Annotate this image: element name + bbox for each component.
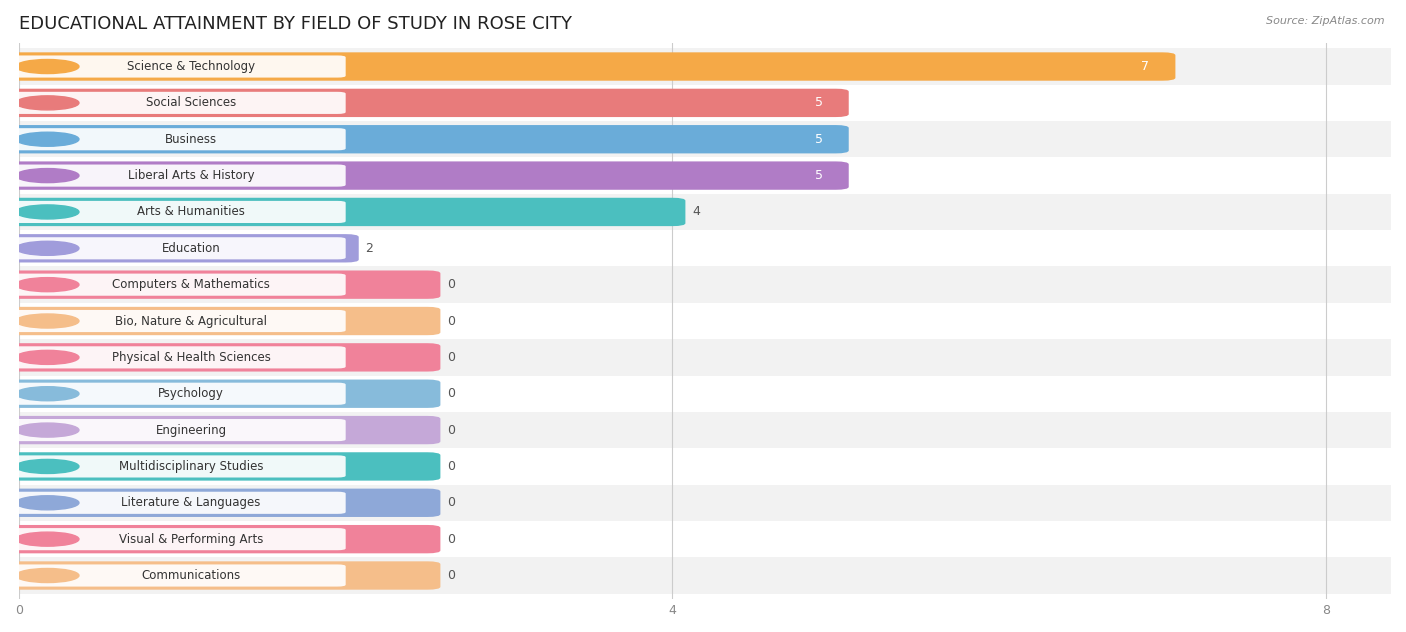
Bar: [0, 85, 1406, 121]
Text: Education: Education: [162, 242, 221, 255]
Bar: [0, 485, 1406, 521]
Circle shape: [15, 205, 79, 219]
FancyBboxPatch shape: [6, 125, 849, 154]
FancyBboxPatch shape: [11, 201, 346, 223]
Text: 0: 0: [447, 533, 456, 545]
Circle shape: [15, 459, 79, 473]
FancyBboxPatch shape: [6, 52, 1175, 81]
Text: 4: 4: [692, 205, 700, 219]
FancyBboxPatch shape: [11, 128, 346, 150]
Text: 5: 5: [814, 169, 823, 182]
Circle shape: [15, 169, 79, 183]
Text: 7: 7: [1142, 60, 1149, 73]
FancyBboxPatch shape: [6, 234, 359, 262]
Text: Science & Technology: Science & Technology: [127, 60, 254, 73]
Bar: [0, 448, 1406, 485]
Text: 5: 5: [814, 133, 823, 146]
Circle shape: [15, 350, 79, 365]
Text: Bio, Nature & Agricultural: Bio, Nature & Agricultural: [115, 315, 267, 327]
FancyBboxPatch shape: [11, 237, 346, 259]
Text: Liberal Arts & History: Liberal Arts & History: [128, 169, 254, 182]
FancyBboxPatch shape: [6, 561, 440, 590]
FancyBboxPatch shape: [6, 88, 849, 117]
Text: 0: 0: [447, 351, 456, 364]
Text: EDUCATIONAL ATTAINMENT BY FIELD OF STUDY IN ROSE CITY: EDUCATIONAL ATTAINMENT BY FIELD OF STUDY…: [20, 15, 572, 33]
FancyBboxPatch shape: [6, 525, 440, 554]
FancyBboxPatch shape: [11, 164, 346, 186]
Text: 0: 0: [447, 569, 456, 582]
Circle shape: [15, 96, 79, 110]
FancyBboxPatch shape: [11, 346, 346, 368]
Text: Communications: Communications: [142, 569, 240, 582]
Text: Computers & Mathematics: Computers & Mathematics: [112, 278, 270, 291]
Text: Social Sciences: Social Sciences: [146, 96, 236, 109]
Text: 0: 0: [447, 315, 456, 327]
Text: 0: 0: [447, 387, 456, 400]
Circle shape: [15, 532, 79, 546]
Circle shape: [15, 277, 79, 292]
FancyBboxPatch shape: [6, 489, 440, 517]
Text: 0: 0: [447, 460, 456, 473]
Bar: [0, 303, 1406, 339]
FancyBboxPatch shape: [6, 198, 685, 226]
Circle shape: [15, 495, 79, 510]
Text: 2: 2: [366, 242, 373, 255]
FancyBboxPatch shape: [11, 274, 346, 296]
Circle shape: [15, 387, 79, 401]
FancyBboxPatch shape: [11, 492, 346, 514]
Bar: [0, 557, 1406, 593]
FancyBboxPatch shape: [11, 56, 346, 78]
Circle shape: [15, 423, 79, 437]
Bar: [0, 339, 1406, 375]
Text: Psychology: Psychology: [157, 387, 224, 400]
Text: 0: 0: [447, 278, 456, 291]
Text: Multidisciplinary Studies: Multidisciplinary Studies: [118, 460, 263, 473]
Text: Physical & Health Sciences: Physical & Health Sciences: [111, 351, 270, 364]
Text: Business: Business: [165, 133, 217, 146]
FancyBboxPatch shape: [6, 161, 849, 190]
Text: Visual & Performing Arts: Visual & Performing Arts: [118, 533, 263, 545]
FancyBboxPatch shape: [6, 343, 440, 372]
Text: Source: ZipAtlas.com: Source: ZipAtlas.com: [1267, 16, 1385, 26]
FancyBboxPatch shape: [11, 382, 346, 404]
Bar: [0, 157, 1406, 194]
FancyBboxPatch shape: [6, 453, 440, 480]
FancyBboxPatch shape: [11, 92, 346, 114]
Bar: [0, 375, 1406, 412]
FancyBboxPatch shape: [6, 307, 440, 335]
Circle shape: [15, 59, 79, 73]
Bar: [0, 121, 1406, 157]
FancyBboxPatch shape: [6, 380, 440, 408]
Bar: [0, 194, 1406, 230]
FancyBboxPatch shape: [6, 270, 440, 299]
Bar: [0, 48, 1406, 85]
Circle shape: [15, 568, 79, 583]
FancyBboxPatch shape: [6, 416, 440, 444]
Bar: [0, 521, 1406, 557]
Text: Literature & Languages: Literature & Languages: [121, 496, 260, 509]
Bar: [0, 267, 1406, 303]
FancyBboxPatch shape: [11, 528, 346, 550]
Bar: [0, 230, 1406, 267]
FancyBboxPatch shape: [11, 419, 346, 441]
Circle shape: [15, 132, 79, 146]
FancyBboxPatch shape: [11, 564, 346, 586]
FancyBboxPatch shape: [11, 456, 346, 478]
Text: 0: 0: [447, 496, 456, 509]
Text: Arts & Humanities: Arts & Humanities: [136, 205, 245, 219]
Circle shape: [15, 314, 79, 328]
Text: 5: 5: [814, 96, 823, 109]
Text: Engineering: Engineering: [156, 423, 226, 437]
FancyBboxPatch shape: [11, 310, 346, 332]
Text: 0: 0: [447, 423, 456, 437]
Circle shape: [15, 241, 79, 255]
Bar: [0, 412, 1406, 448]
